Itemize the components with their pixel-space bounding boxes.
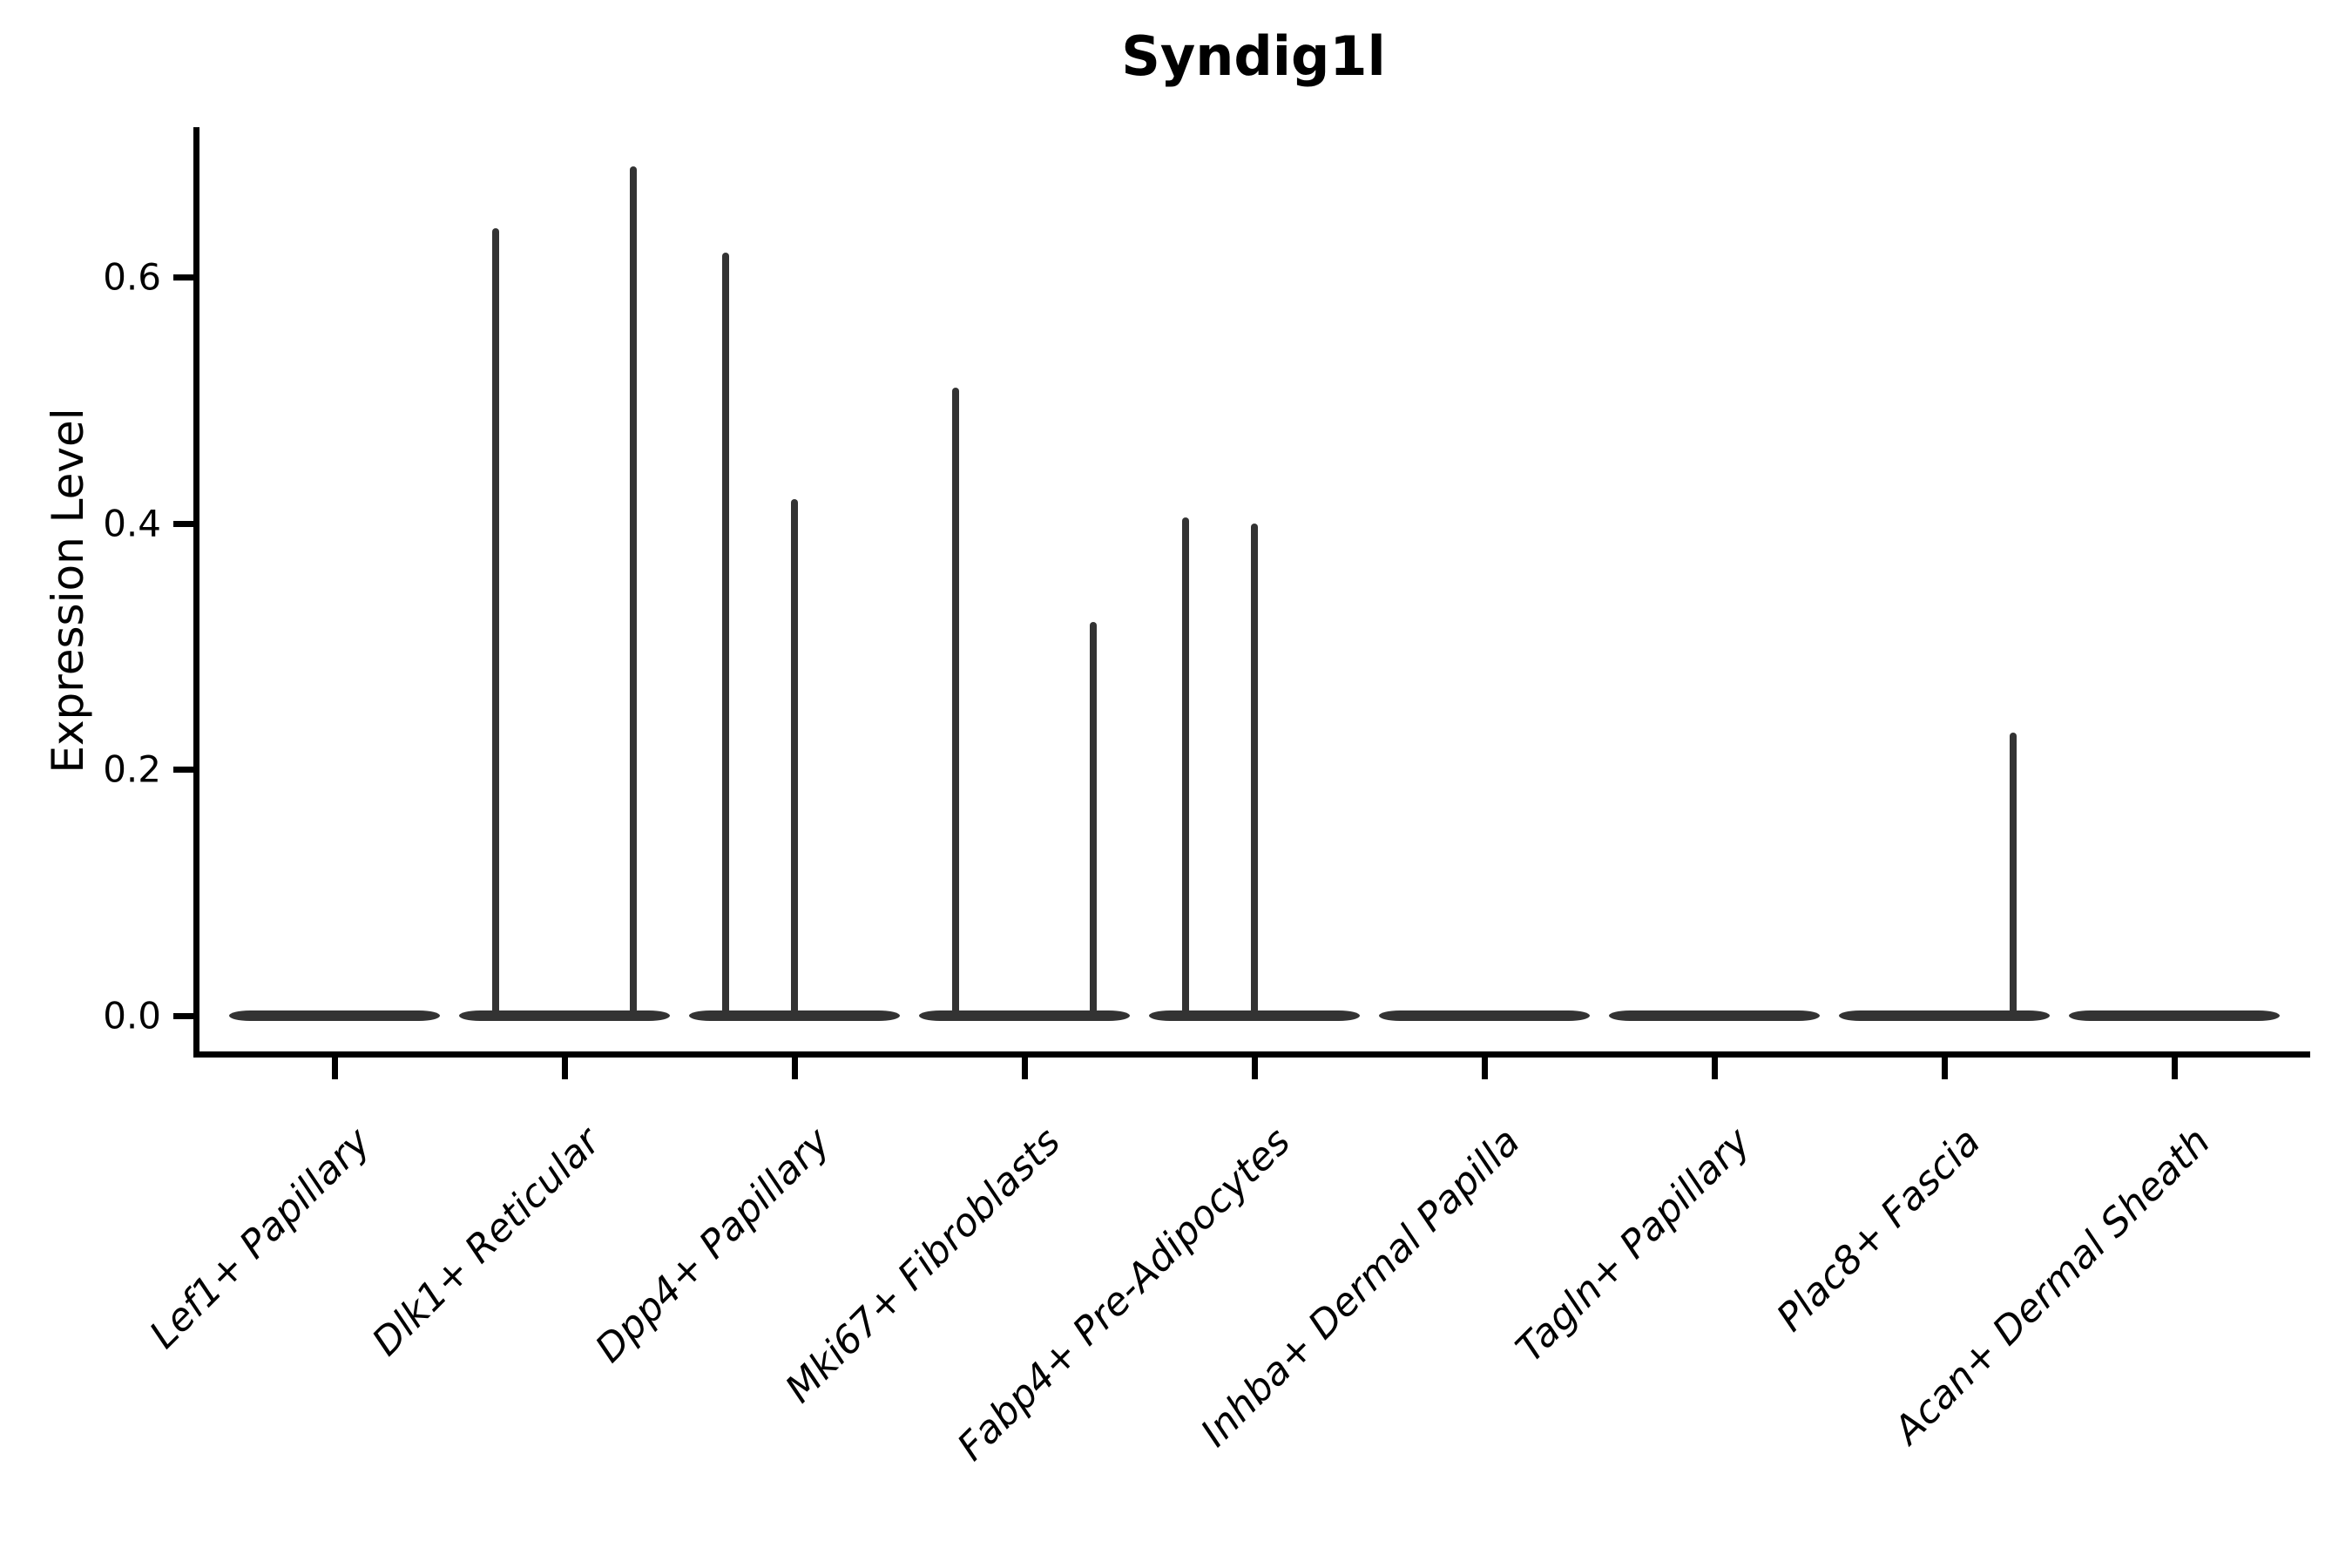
y-tick-mark xyxy=(173,1013,193,1019)
violin-body xyxy=(919,1010,1130,1021)
y-tick-mark xyxy=(173,520,193,527)
violin-body xyxy=(1839,1010,2050,1021)
x-tick-label: Plac8+ Fascia xyxy=(1767,1119,1990,1341)
violin-body xyxy=(459,1010,670,1021)
x-tick-mark xyxy=(792,1057,798,1079)
x-tick-mark xyxy=(1022,1057,1028,1079)
violin-spike xyxy=(2010,733,2017,1016)
x-tick-mark xyxy=(2172,1057,2178,1079)
x-tick-label: Tagln+ Papillary xyxy=(1507,1119,1760,1371)
violin-spike xyxy=(791,498,798,1016)
x-tick-mark xyxy=(332,1057,338,1079)
violin-spike xyxy=(1181,517,1189,1016)
violin-body xyxy=(689,1010,900,1021)
x-tick-label: Lef1+ Papillary xyxy=(141,1119,380,1358)
y-tick-mark xyxy=(173,274,193,281)
x-tick-mark xyxy=(1482,1057,1488,1079)
y-axis-label: Expression Level xyxy=(43,408,93,774)
y-tick-label: 0.6 xyxy=(103,255,161,299)
y-tick-label: 0.0 xyxy=(103,994,161,1037)
violin-spike xyxy=(1251,523,1258,1016)
y-axis-spine xyxy=(193,127,199,1058)
x-tick-mark xyxy=(562,1057,568,1079)
plot-title: Syndig1l xyxy=(1121,24,1386,88)
x-tick-label: Dpp4+ Papillary xyxy=(587,1119,840,1372)
y-tick-label: 0.2 xyxy=(103,747,161,791)
x-axis-spine xyxy=(193,1051,2310,1058)
violin-body xyxy=(1609,1010,1820,1021)
violin-body xyxy=(2069,1010,2280,1021)
x-tick-label: Dlk1+ Reticular xyxy=(363,1119,610,1365)
violin-spike xyxy=(721,252,729,1016)
x-tick-mark xyxy=(1252,1057,1258,1079)
violin-body xyxy=(1379,1010,1590,1021)
x-tick-mark xyxy=(1712,1057,1718,1079)
x-tick-mark xyxy=(1942,1057,1948,1079)
y-tick-label: 0.4 xyxy=(103,502,161,545)
violin-body xyxy=(229,1010,440,1021)
violin-spike xyxy=(630,166,638,1016)
violin-spike xyxy=(1090,621,1098,1016)
violin-spike xyxy=(951,388,959,1016)
violin-spike xyxy=(491,227,499,1016)
violin-body xyxy=(1149,1010,1360,1021)
y-tick-mark xyxy=(173,767,193,774)
